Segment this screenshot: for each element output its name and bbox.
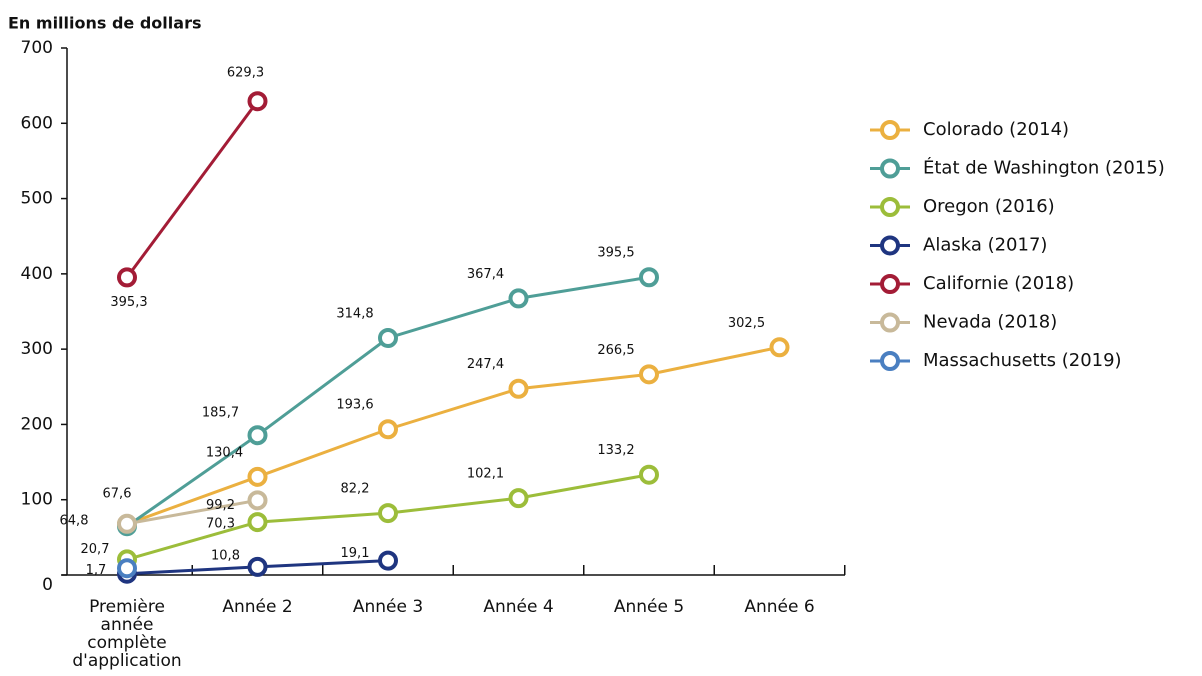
y-tick-label: 100 — [21, 490, 53, 510]
legend-marker — [880, 235, 900, 256]
y-tick-label: 300 — [21, 339, 53, 359]
data-point — [508, 488, 529, 509]
data-point — [117, 558, 137, 579]
legend-label: Nevada (2018) — [923, 312, 1057, 333]
y-tick-label: 500 — [21, 189, 53, 209]
data-label: 99,2 — [206, 498, 235, 513]
series-line — [125, 100, 259, 279]
legend-label: Alaska (2017) — [923, 235, 1047, 256]
data-label: 130,4 — [206, 445, 243, 460]
data-point — [378, 503, 398, 524]
legend-marker — [880, 197, 900, 217]
data-label: 20,7 — [81, 542, 110, 557]
data-point — [508, 288, 529, 309]
data-point — [508, 378, 529, 399]
data-point — [639, 267, 659, 288]
data-point — [639, 464, 659, 485]
series-line — [126, 498, 258, 526]
y-tick-label: 400 — [21, 264, 53, 284]
legend-label: Californie (2018) — [923, 273, 1074, 294]
data-label: 64,8 — [60, 514, 89, 529]
data-point — [117, 267, 137, 288]
data-label: 629,3 — [227, 66, 264, 81]
legend-label: État de Washington (2015) — [923, 157, 1165, 179]
data-label: 193,6 — [336, 398, 373, 413]
y-tick-label: 0 — [42, 575, 53, 595]
data-label: 19,1 — [341, 546, 370, 561]
data-label: 133,2 — [597, 443, 634, 458]
data-point — [378, 550, 398, 571]
chart-title: En millions de dollars — [8, 14, 201, 33]
legend-marker — [880, 274, 900, 294]
x-tick-label: Année 2 — [222, 597, 292, 617]
series-line — [126, 345, 780, 526]
x-tick-label: Année 5 — [614, 597, 684, 617]
data-label: 82,2 — [341, 482, 370, 497]
legend-label: Oregon (2016) — [923, 196, 1055, 217]
data-label: 10,8 — [211, 548, 240, 563]
data-point — [247, 556, 268, 577]
legend-label: Colorado (2014) — [923, 119, 1069, 140]
y-tick-label: 700 — [21, 38, 53, 58]
legend-label: Massachusetts (2019) — [923, 350, 1122, 371]
data-label: 70,3 — [206, 517, 235, 532]
legend-marker — [880, 351, 900, 371]
data-label: 395,3 — [110, 295, 147, 310]
data-point — [247, 425, 268, 446]
data-label: 302,5 — [728, 316, 765, 331]
x-tick-label: Année 3 — [353, 597, 423, 617]
data-label: 367,4 — [467, 267, 504, 282]
data-point — [378, 419, 398, 440]
x-tick-label: Année 4 — [483, 597, 553, 617]
data-point — [247, 490, 268, 511]
data-label: 1,7 — [86, 563, 107, 578]
data-point — [247, 512, 268, 533]
data-label: 102,1 — [467, 467, 504, 482]
data-point — [247, 91, 268, 112]
data-label: 247,4 — [467, 357, 504, 372]
y-tick-label: 600 — [21, 113, 53, 133]
data-point — [117, 513, 137, 534]
data-label: 314,8 — [336, 307, 373, 322]
data-label: 185,7 — [202, 406, 239, 421]
data-label: 395,5 — [597, 246, 634, 261]
data-point — [639, 364, 659, 385]
x-tick-label: Année 6 — [744, 597, 814, 617]
data-point — [247, 466, 268, 487]
x-tick-label: Première année complète d'application — [72, 597, 181, 671]
legend-marker — [880, 120, 900, 140]
legend-marker — [880, 158, 900, 179]
data-label: 266,5 — [597, 343, 634, 358]
y-tick-label: 200 — [21, 414, 53, 434]
data-point — [378, 328, 398, 349]
data-point — [769, 337, 790, 358]
legend-marker — [880, 312, 900, 333]
data-label: 67,6 — [103, 487, 132, 502]
